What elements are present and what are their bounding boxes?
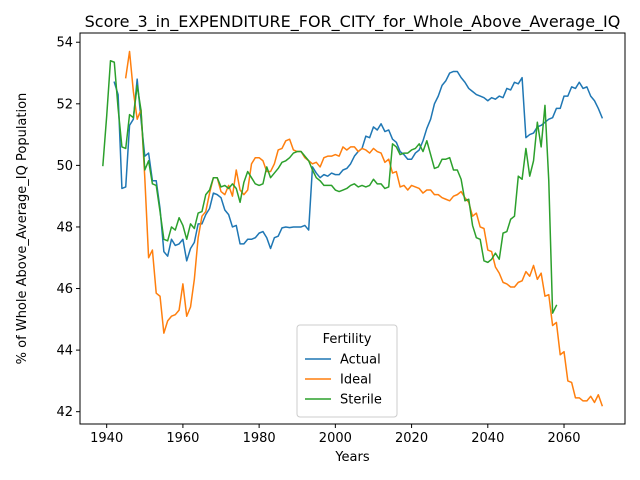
x-axis-ticks: 1940 1960 1980 2000 2020 2040 2060: [90, 424, 581, 446]
y-tick-label: 46: [56, 282, 73, 297]
x-tick-label: 2040: [471, 431, 504, 446]
chart-title: Score_3_in_EXPENDITURE_FOR_CITY_for_Whol…: [85, 12, 621, 32]
legend-title: Fertility: [323, 332, 372, 347]
legend-box: [296, 324, 398, 418]
x-tick-label: 1960: [166, 431, 199, 446]
legend-label-sterile: Sterile: [340, 393, 382, 408]
y-tick-label: 54: [56, 36, 73, 51]
x-tick-label: 1980: [243, 431, 276, 446]
y-axis-label: % of Whole Above_Average_IQ Population: [15, 93, 30, 365]
x-tick-label: 2060: [547, 431, 580, 446]
y-tick-label: 42: [56, 405, 73, 420]
series-line-ideal: [124, 50, 604, 407]
legend-label-actual: Actual: [340, 353, 381, 368]
legend: Fertility Actual Ideal Sterile: [296, 324, 398, 418]
y-tick-label: 50: [56, 159, 73, 174]
series-line-sterile: [102, 59, 558, 314]
x-axis-label: Years: [334, 450, 370, 465]
axes-frame: [79, 32, 626, 425]
plot-lines: [102, 50, 604, 407]
x-tick-label: 2000: [319, 431, 352, 446]
y-tick-label: 52: [56, 97, 73, 112]
y-axis-ticks: 42 44 46 48 50 52 54: [56, 36, 80, 420]
y-tick-label: 48: [56, 220, 73, 235]
x-tick-label: 2020: [395, 431, 428, 446]
y-tick-label: 44: [56, 344, 73, 359]
x-tick-label: 1940: [90, 431, 123, 446]
legend-label-ideal: Ideal: [340, 373, 372, 388]
